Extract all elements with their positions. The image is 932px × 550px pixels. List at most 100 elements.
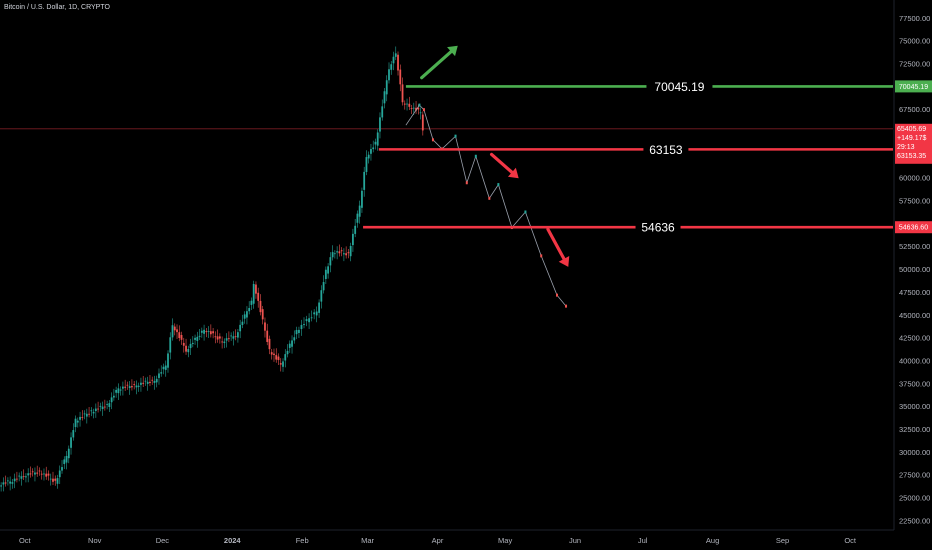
candle-body [399, 69, 402, 85]
y-tick-label: 37500.00 [899, 379, 930, 388]
candle-body [137, 385, 140, 387]
candle-body [261, 309, 264, 320]
candle-body [29, 473, 32, 475]
candle-body [308, 318, 310, 323]
level-label-bg [646, 79, 713, 94]
candle-body [13, 478, 16, 482]
candle-body [38, 470, 41, 472]
candle-body [103, 406, 106, 408]
candle-body [9, 481, 12, 484]
candle-body [286, 350, 289, 355]
candle-body [169, 337, 172, 353]
candle-body [305, 319, 308, 322]
current-price-tag-label: +149.17$ [897, 135, 926, 142]
candle-body [27, 473, 30, 476]
candle-body [131, 386, 133, 388]
candle-body [279, 363, 282, 365]
candle-body [361, 190, 363, 208]
level-label: 70045.19 [654, 80, 704, 94]
x-tick-label: Mar [361, 536, 374, 545]
candle-body [203, 329, 205, 334]
y-tick-label: 72500.00 [899, 59, 930, 68]
candle-body [20, 476, 23, 479]
candle-body [176, 329, 178, 333]
y-tick-label: 35000.00 [899, 402, 930, 411]
candle-body [167, 353, 169, 368]
candle-body [0, 485, 3, 487]
candle-body [264, 322, 266, 331]
candle-body [324, 269, 327, 280]
candle-body [187, 349, 190, 353]
candle-body [383, 91, 386, 104]
candle-body [124, 386, 127, 388]
candle-body [237, 332, 239, 338]
candle-body [94, 408, 97, 412]
candle-body [126, 384, 129, 386]
x-tick-label: Aug [706, 536, 719, 545]
candle-body [115, 390, 118, 393]
candle-body [342, 253, 345, 255]
projected-candle [418, 103, 421, 107]
projected-candle [431, 138, 434, 142]
candle-body [340, 250, 343, 252]
candle-body [36, 472, 39, 474]
candle-body [207, 331, 210, 332]
candle-body [191, 342, 194, 344]
y-tick-label: 52500.00 [899, 242, 930, 251]
candle-body [376, 132, 379, 146]
candle-body [178, 332, 181, 339]
candle-body [358, 205, 361, 217]
candle-body [189, 343, 192, 349]
candle-body [298, 329, 300, 333]
candle-body [320, 290, 323, 302]
candle-body [336, 251, 339, 253]
candle-body [390, 64, 393, 70]
candle-body [257, 292, 260, 301]
candle-body [266, 330, 269, 342]
candle-body [108, 403, 111, 408]
candle-body [70, 437, 72, 448]
y-tick-label: 30000.00 [899, 448, 930, 457]
candle-body [367, 154, 370, 159]
current-price-tag [895, 123, 932, 164]
candle-body [372, 147, 375, 150]
candle-body [234, 336, 237, 338]
candle-body [225, 338, 228, 341]
candle-body [144, 380, 147, 382]
candle-body [232, 336, 235, 339]
candle-body [158, 373, 160, 378]
candle-body [338, 251, 341, 254]
candle-body [406, 103, 408, 105]
candle-body [200, 330, 203, 333]
candle-body [61, 467, 63, 471]
x-tick-label: Oct [19, 536, 32, 545]
candle-body [410, 108, 413, 109]
y-tick-label: 25000.00 [899, 494, 930, 503]
trend-arrow-head [507, 167, 519, 179]
candle-body [122, 386, 124, 389]
candle-body [268, 338, 271, 350]
candle-body [128, 386, 131, 388]
candle-body [180, 334, 183, 340]
candle-body [81, 417, 84, 418]
trend-arrow-shaft [490, 152, 514, 174]
candle-body [239, 324, 242, 332]
candle-body [273, 353, 275, 356]
x-tick-label: May [498, 536, 512, 545]
candle-body [47, 473, 50, 476]
x-tick-label: 2024 [224, 536, 242, 545]
candle-body [374, 141, 377, 145]
projected-candle [465, 181, 468, 185]
candle-body [408, 103, 411, 107]
candle-body [295, 329, 298, 335]
candle-body [79, 416, 81, 420]
candle-body [241, 321, 244, 325]
y-tick-label: 75000.00 [899, 37, 930, 46]
candle-body [11, 482, 14, 484]
y-tick-label: 77500.00 [899, 14, 930, 23]
candle-body [291, 340, 293, 347]
candle-body [112, 395, 115, 398]
candle-body [329, 257, 332, 266]
candle-body [218, 336, 221, 339]
